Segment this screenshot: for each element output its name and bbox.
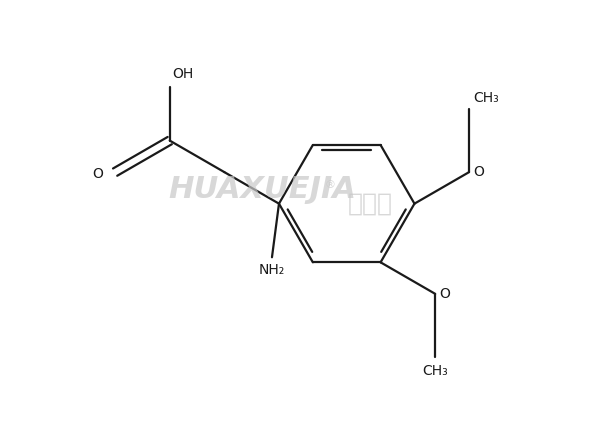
Text: ®: ®	[325, 180, 336, 190]
Text: O: O	[439, 287, 450, 301]
Text: NH₂: NH₂	[259, 263, 285, 277]
Text: OH: OH	[172, 67, 193, 81]
Text: O: O	[473, 165, 484, 179]
Text: CH₃: CH₃	[473, 91, 499, 105]
Text: O: O	[92, 167, 103, 181]
Text: HUAXUEJIA: HUAXUEJIA	[169, 175, 356, 204]
Text: CH₃: CH₃	[422, 364, 448, 378]
Text: 化学加: 化学加	[347, 192, 392, 216]
